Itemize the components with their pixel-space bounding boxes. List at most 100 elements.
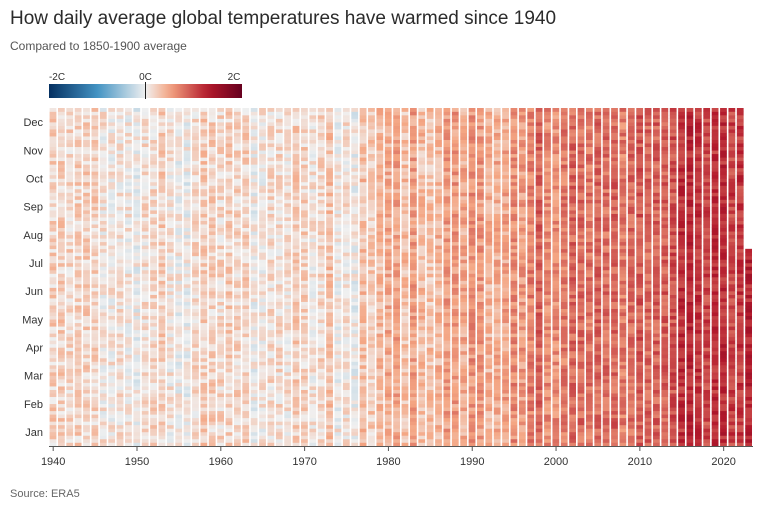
heatmap-cell	[141, 238, 149, 243]
heatmap-cell	[342, 368, 350, 373]
heatmap-cell	[351, 234, 359, 239]
heatmap-cell	[376, 298, 384, 302]
heatmap-cell	[250, 122, 258, 126]
heatmap-cell	[309, 178, 317, 183]
heatmap-cell	[368, 277, 375, 281]
heatmap-cell	[468, 122, 476, 126]
heatmap-cell	[217, 164, 224, 169]
heatmap-cell	[250, 301, 258, 306]
heatmap-cell	[116, 280, 124, 285]
heatmap-cell	[275, 347, 283, 352]
heatmap-cell	[49, 206, 57, 211]
heatmap-cell	[309, 298, 317, 302]
heatmap-cell	[158, 255, 166, 260]
heatmap-cell	[451, 407, 459, 412]
heatmap-cell	[359, 252, 367, 257]
heatmap-cell	[259, 234, 266, 239]
heatmap-cell	[443, 347, 451, 352]
heatmap-cell	[284, 340, 292, 345]
heatmap-cell	[242, 382, 250, 387]
heatmap-cell	[250, 357, 258, 362]
heatmap-cell	[334, 424, 342, 429]
heatmap-cell	[309, 206, 317, 211]
heatmap-cell	[468, 361, 476, 366]
heatmap-cell	[125, 365, 132, 369]
heatmap-cell	[217, 234, 224, 239]
heatmap-cell	[460, 284, 468, 288]
heatmap-cell	[166, 407, 174, 412]
heatmap-cell	[66, 167, 74, 172]
heatmap-cell	[426, 252, 434, 257]
heatmap-cell	[418, 164, 426, 169]
heatmap-cell	[468, 417, 476, 422]
heatmap-cell	[426, 315, 434, 320]
heatmap-cell	[309, 336, 317, 341]
heatmap-cell	[301, 115, 308, 119]
heatmap-cell	[233, 111, 241, 116]
heatmap-cell	[166, 375, 174, 380]
heatmap-cell	[166, 357, 174, 362]
heatmap-cell	[192, 442, 199, 447]
heatmap-cell	[418, 160, 426, 165]
heatmap-cell	[435, 417, 442, 422]
heatmap-cell	[259, 248, 266, 253]
heatmap-cell	[208, 255, 216, 260]
heatmap-cell	[57, 192, 65, 197]
heatmap-cell	[150, 178, 157, 183]
heatmap-cell	[150, 273, 157, 278]
heatmap-cell	[275, 396, 283, 401]
heatmap-cell	[74, 146, 82, 151]
heatmap-cell	[351, 118, 359, 123]
heatmap-cell	[460, 347, 468, 352]
heatmap-cell	[208, 410, 216, 415]
heatmap-cell	[451, 241, 459, 246]
heatmap-cell	[99, 438, 107, 443]
heatmap-cell	[426, 139, 434, 144]
heatmap-cell	[74, 220, 82, 225]
heatmap-cell	[259, 238, 266, 243]
heatmap-cell	[443, 181, 451, 186]
heatmap-cell	[284, 291, 292, 295]
heatmap-cell	[334, 389, 342, 394]
heatmap-cell	[393, 188, 400, 193]
heatmap-cell	[192, 210, 199, 214]
heatmap-cell	[326, 206, 333, 211]
heatmap-cell	[435, 269, 442, 274]
heatmap-cell	[57, 224, 65, 229]
heatmap-cell	[57, 199, 65, 204]
heatmap-cell	[443, 238, 451, 243]
heatmap-cell	[133, 319, 141, 324]
heatmap-cell	[183, 139, 191, 144]
heatmap-cell	[192, 315, 199, 320]
heatmap-cell	[443, 188, 451, 193]
heatmap-cell	[116, 284, 124, 288]
heatmap-cell	[66, 414, 74, 419]
heatmap-cell	[200, 294, 208, 299]
heatmap-cell	[435, 375, 442, 380]
heatmap-cell	[477, 347, 484, 352]
heatmap-cell	[192, 259, 199, 264]
heatmap-cell	[91, 139, 99, 144]
heatmap-cell	[351, 396, 359, 401]
heatmap-cell	[267, 410, 275, 415]
heatmap-cell	[326, 379, 333, 383]
heatmap-cell	[409, 139, 417, 144]
heatmap-cell	[99, 428, 107, 433]
heatmap-cell	[99, 361, 107, 366]
heatmap-cell	[183, 196, 191, 200]
heatmap-cell	[66, 340, 74, 345]
heatmap-cell	[401, 220, 409, 225]
heatmap-cell	[334, 188, 342, 193]
heatmap-cell	[225, 259, 233, 264]
heatmap-cell	[49, 291, 57, 295]
heatmap-cell	[91, 167, 99, 172]
heatmap-cell	[443, 343, 451, 348]
heatmap-cell	[342, 199, 350, 204]
heatmap-cell	[368, 238, 375, 243]
heatmap-cell	[309, 322, 317, 327]
heatmap-cell	[435, 354, 442, 359]
heatmap-cell	[242, 181, 250, 186]
heatmap-cell	[250, 417, 258, 422]
heatmap-cell	[200, 375, 208, 380]
heatmap-cell	[426, 118, 434, 123]
